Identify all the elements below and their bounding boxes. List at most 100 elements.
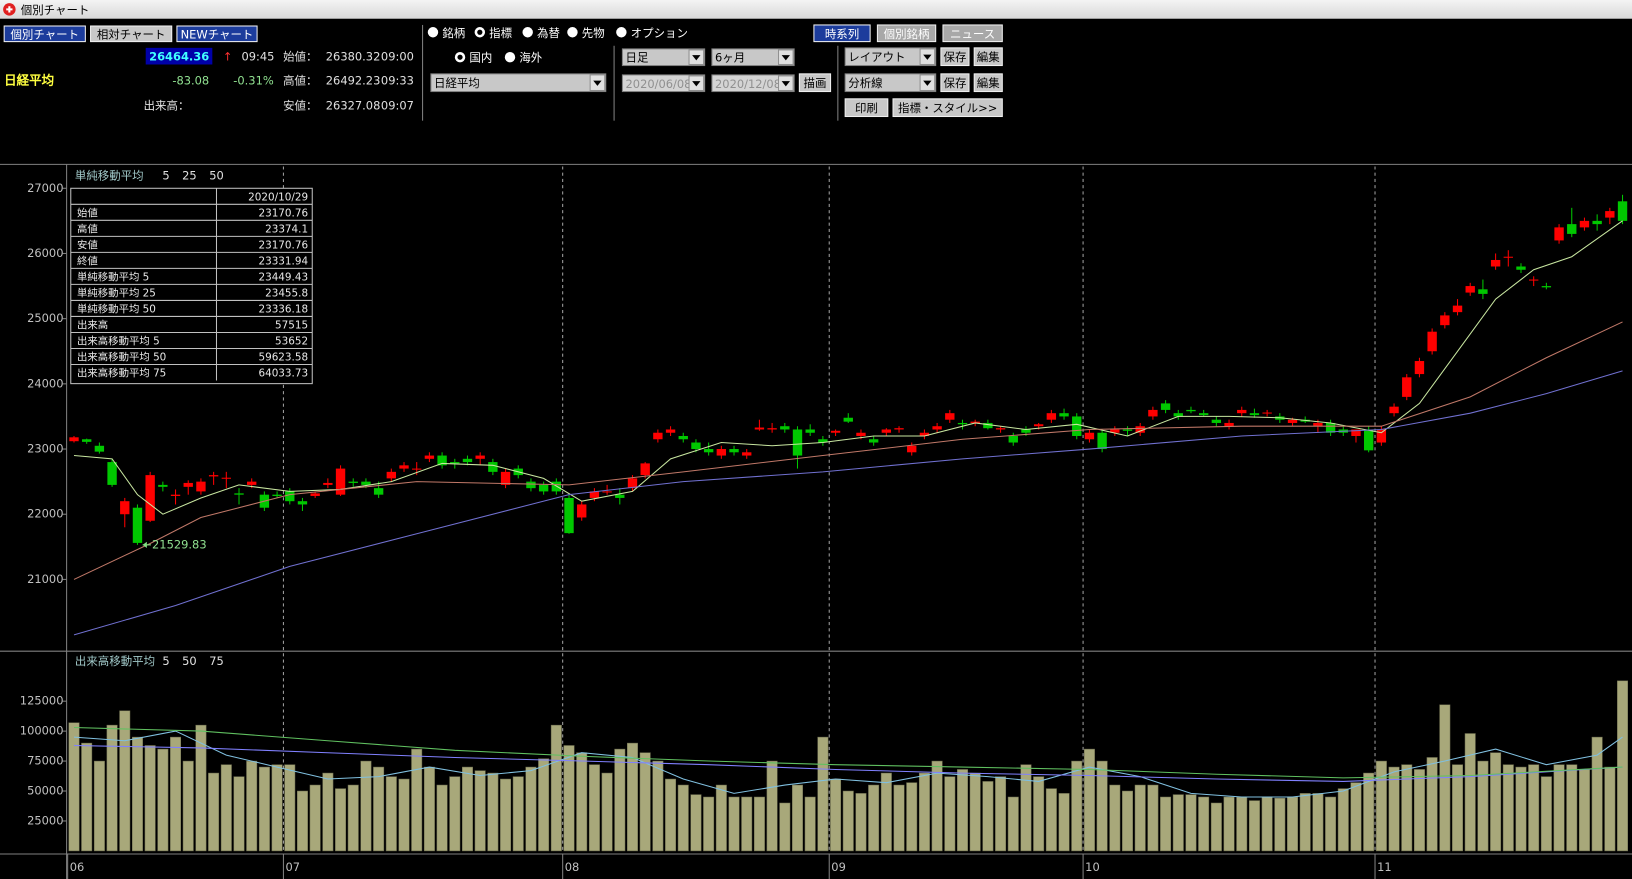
candle-body xyxy=(500,471,511,485)
volume-bar xyxy=(969,772,981,852)
nav-button[interactable] xyxy=(813,24,871,43)
mode-radio[interactable] xyxy=(427,27,439,38)
volume-bar xyxy=(322,772,334,852)
edit-button[interactable] xyxy=(973,73,1003,93)
table-value: 23331.94 xyxy=(258,255,308,267)
candle-body xyxy=(1046,413,1057,420)
date-from[interactable] xyxy=(621,74,706,93)
candle-body xyxy=(1211,419,1222,423)
mode-radio[interactable] xyxy=(616,27,627,38)
low-value: 26327.08 xyxy=(326,99,381,113)
style-button-label: 指標・スタイル>> xyxy=(898,101,997,115)
candle-body xyxy=(247,481,257,485)
y-tick-label: 100000 xyxy=(20,724,64,738)
layout-select[interactable] xyxy=(844,47,937,67)
candle-body xyxy=(1452,305,1463,313)
candle-body xyxy=(94,445,105,452)
candle-body xyxy=(437,455,447,466)
candle-body xyxy=(767,428,777,430)
candle-body xyxy=(424,455,435,459)
y-tick-label: 25000 xyxy=(27,311,63,325)
table-label: 単純移動平均 25 xyxy=(77,286,156,299)
period-range-arrow xyxy=(781,55,790,61)
date-to-value: 2020/12/08 xyxy=(715,77,781,91)
edit-button-label: 編集 xyxy=(977,50,1000,64)
candle-body xyxy=(1376,429,1387,443)
candle-body xyxy=(1579,220,1590,228)
candle-body xyxy=(1008,435,1018,443)
low-label: 安値： xyxy=(283,99,317,113)
date-from-value: 2020/06/08 xyxy=(626,77,692,91)
mode-radio[interactable] xyxy=(522,27,533,38)
period-unit-arrow xyxy=(692,55,701,61)
annotation-label: 21529.83 xyxy=(152,537,207,551)
volume-bar xyxy=(297,790,308,852)
volume-bar xyxy=(512,776,524,852)
print-button-label: 印刷 xyxy=(855,101,878,115)
tab[interactable] xyxy=(176,25,258,43)
volume-bar xyxy=(81,742,93,852)
candle-body xyxy=(691,442,701,450)
ma-line xyxy=(73,745,1623,782)
market-radio-label: 国内 xyxy=(469,51,492,65)
volume-bar xyxy=(1045,788,1057,852)
save-button[interactable] xyxy=(940,73,970,93)
edit-button[interactable] xyxy=(973,47,1003,67)
volume-bar xyxy=(931,760,943,852)
volume-bar xyxy=(360,760,372,852)
volume-bar xyxy=(182,760,194,852)
volume-bar xyxy=(703,796,715,852)
volume-bar xyxy=(1350,782,1362,852)
volume-bar xyxy=(677,784,689,852)
volume-bar xyxy=(1490,752,1502,852)
candle-body xyxy=(1122,429,1133,431)
print-button[interactable] xyxy=(844,98,889,118)
candle-body xyxy=(1110,429,1120,433)
nav-button[interactable] xyxy=(876,24,937,43)
volume-bar xyxy=(462,766,473,852)
volume-bar xyxy=(1287,796,1298,852)
volume-bar xyxy=(93,760,105,852)
tab[interactable] xyxy=(3,25,86,43)
volume-bar xyxy=(1337,788,1349,852)
volume-bar xyxy=(436,784,448,852)
legend-entry: 5 xyxy=(162,168,169,182)
draw-button[interactable] xyxy=(798,73,832,93)
market-radio[interactable] xyxy=(504,52,516,63)
candle-body xyxy=(462,458,473,463)
candle-body xyxy=(856,432,866,436)
save-button[interactable] xyxy=(940,47,970,67)
nav-button-label: ニュース xyxy=(950,27,995,41)
style-button[interactable] xyxy=(892,98,1003,118)
candle-body xyxy=(983,422,993,429)
volume-bar xyxy=(1553,764,1565,852)
analysis-select[interactable] xyxy=(844,73,937,93)
candle-body xyxy=(1605,211,1615,218)
volume-bar xyxy=(1375,760,1387,852)
candle-body xyxy=(1313,422,1323,427)
volume-bar xyxy=(1058,793,1070,852)
index-select[interactable] xyxy=(430,73,607,93)
volume-bar xyxy=(957,769,968,852)
open-time: 09:00 xyxy=(381,50,414,64)
mode-radio[interactable] xyxy=(567,27,578,38)
candle-body xyxy=(640,463,650,476)
volume-bar xyxy=(1578,769,1590,852)
date-to[interactable] xyxy=(711,74,795,93)
candle-body xyxy=(1554,227,1564,241)
candle-body xyxy=(1617,201,1628,221)
y-tick-label: 25000 xyxy=(27,813,63,827)
period-unit[interactable] xyxy=(621,48,706,67)
tab[interactable] xyxy=(90,25,173,43)
candle-body xyxy=(1414,361,1425,375)
volume-bar xyxy=(766,760,778,852)
tab-label: NEWチャート xyxy=(181,27,254,41)
candle-body xyxy=(1465,286,1475,293)
period-range[interactable] xyxy=(711,48,795,67)
candle-body xyxy=(1072,416,1082,436)
mode-radio-label: 銘柄 xyxy=(442,26,465,40)
nav-button[interactable] xyxy=(942,24,1003,43)
market-radio-label: 海外 xyxy=(519,51,542,65)
volume-bar xyxy=(665,778,677,852)
